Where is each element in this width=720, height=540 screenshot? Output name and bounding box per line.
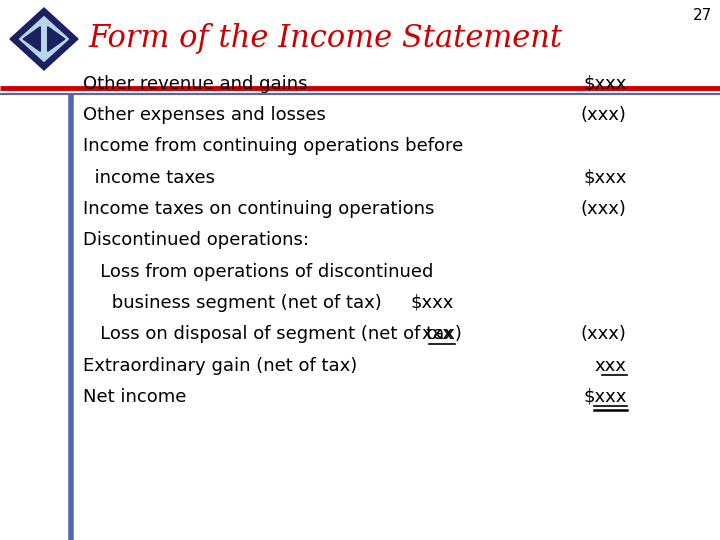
Text: Loss from operations of discontinued: Loss from operations of discontinued bbox=[83, 262, 433, 281]
Text: Extraordinary gain (net of tax): Extraordinary gain (net of tax) bbox=[83, 356, 357, 375]
Text: Income taxes on continuing operations: Income taxes on continuing operations bbox=[83, 200, 434, 218]
Text: $xxx: $xxx bbox=[410, 294, 454, 312]
Text: Discontinued operations:: Discontinued operations: bbox=[83, 231, 309, 249]
Text: Net income: Net income bbox=[83, 388, 186, 406]
Polygon shape bbox=[19, 17, 68, 62]
Text: Other expenses and losses: Other expenses and losses bbox=[83, 106, 325, 124]
Text: $xxx: $xxx bbox=[583, 75, 626, 93]
Text: Other revenue and gains: Other revenue and gains bbox=[83, 75, 307, 93]
Text: xxx: xxx bbox=[595, 356, 626, 375]
Text: 27: 27 bbox=[693, 8, 712, 23]
Text: (xxx): (xxx) bbox=[580, 106, 626, 124]
Polygon shape bbox=[23, 26, 40, 51]
Polygon shape bbox=[48, 26, 65, 51]
Text: income taxes: income taxes bbox=[83, 168, 215, 187]
Text: xxx: xxx bbox=[422, 325, 454, 343]
Text: Loss on disposal of segment (net of tax): Loss on disposal of segment (net of tax) bbox=[83, 325, 462, 343]
Text: $xxx: $xxx bbox=[583, 388, 626, 406]
Text: (xxx): (xxx) bbox=[580, 200, 626, 218]
Text: business segment (net of tax): business segment (net of tax) bbox=[83, 294, 382, 312]
Text: Form of the Income Statement: Form of the Income Statement bbox=[88, 23, 562, 53]
Polygon shape bbox=[10, 8, 78, 70]
Text: (xxx): (xxx) bbox=[580, 325, 626, 343]
Text: $xxx: $xxx bbox=[583, 168, 626, 187]
Text: Income from continuing operations before: Income from continuing operations before bbox=[83, 137, 463, 156]
